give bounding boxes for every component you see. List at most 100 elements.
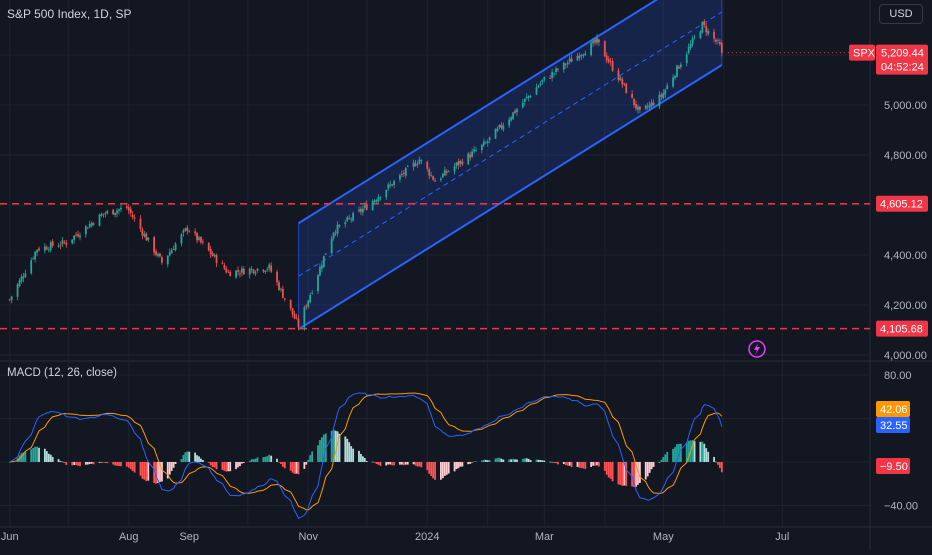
macd-histogram-bar — [691, 440, 694, 462]
macd-histogram-bar — [693, 441, 696, 462]
macd-histogram-bar — [412, 461, 415, 465]
macd-histogram-bar — [297, 461, 300, 475]
macd-histogram-bar — [598, 461, 600, 467]
macd-histogram-bar — [580, 461, 583, 469]
candle-body — [75, 234, 77, 236]
time-axis-tick-label: 2024 — [415, 531, 439, 543]
currency-button[interactable]: USD — [879, 4, 923, 24]
candle-body — [363, 205, 366, 208]
macd-histogram-bar — [348, 442, 351, 462]
macd-indicator-title[interactable]: MACD (12, 26, close) — [7, 367, 117, 379]
candle-body — [482, 141, 485, 146]
macd-histogram-bar — [194, 452, 196, 462]
candle-body — [250, 268, 253, 271]
macd-histogram-bar — [338, 433, 341, 462]
candle-body — [377, 197, 380, 202]
candle-body — [49, 242, 52, 251]
candle-body — [127, 207, 130, 211]
candle-body — [133, 217, 136, 219]
candle-body — [98, 214, 101, 226]
candle-body — [416, 163, 419, 165]
candle-body — [32, 258, 35, 260]
macd-histogram-bar — [32, 447, 35, 462]
macd-histogram-bar — [715, 461, 717, 463]
macd-histogram-bar — [406, 461, 409, 465]
macd-histogram-bar — [416, 461, 419, 467]
macd-histogram-bar — [36, 446, 38, 462]
macd-histogram-bar — [611, 461, 614, 482]
regression-channel-upper — [297, 0, 659, 225]
candle-body — [666, 85, 669, 89]
macd-histogram-bar — [120, 461, 122, 467]
macd-histogram-bar — [467, 461, 470, 465]
symbol-title[interactable]: S&P 500 Index, 1D, SP — [7, 7, 132, 21]
macd-histogram-value-tag-label: −9.50 — [880, 461, 908, 473]
macd-histogram-bar — [660, 459, 663, 462]
macd-histogram-bar — [717, 461, 719, 465]
macd-histogram-bar — [371, 461, 374, 463]
macd-histogram-bar — [248, 460, 251, 462]
macd-histogram-bar — [161, 461, 163, 482]
candle-body — [701, 21, 704, 33]
macd-histogram-bar — [564, 461, 567, 466]
candle-body — [440, 178, 442, 180]
macd-histogram-bar — [486, 460, 489, 462]
macd-histogram-bar — [278, 461, 280, 463]
candle-body — [145, 233, 148, 241]
macd-histogram-bar — [16, 458, 19, 462]
macd-histogram-bar — [484, 459, 487, 462]
candle-body — [418, 159, 421, 164]
candle-body — [242, 268, 245, 275]
candle-body — [283, 298, 286, 300]
macd-histogram-bar — [512, 458, 514, 462]
macd-histogram-bar — [469, 461, 472, 464]
macd-histogram-bar — [420, 461, 423, 468]
macd-histogram-bar — [34, 446, 37, 462]
candle-body — [379, 197, 382, 199]
candle-body — [36, 249, 38, 253]
macd-histogram-bar — [578, 461, 581, 468]
candle-body — [551, 72, 554, 79]
candle-body — [598, 39, 600, 43]
macd-histogram-bar — [116, 461, 118, 466]
symbol-tag — [849, 44, 875, 61]
candle-body — [498, 125, 501, 128]
macd-histogram-bar — [648, 461, 651, 473]
macd-histogram-bar — [590, 461, 593, 467]
macd-histogram-bar — [153, 461, 156, 483]
macd-histogram-bar — [47, 453, 50, 462]
candle-body — [221, 262, 224, 264]
candle-body — [291, 308, 294, 315]
macd-histogram-bar — [75, 461, 77, 466]
candle-body — [209, 249, 212, 255]
candle-body — [276, 271, 278, 283]
candle-body — [30, 260, 33, 274]
macd-histogram-bar — [678, 443, 680, 462]
macd-histogram-bar — [92, 461, 95, 465]
candle-body — [338, 225, 341, 227]
candle-body — [467, 153, 470, 165]
candle-body — [10, 296, 13, 300]
macd-histogram-bar — [385, 461, 388, 466]
macd-histogram-bar — [605, 461, 608, 475]
candle-body — [402, 173, 405, 174]
candle-body — [557, 69, 559, 71]
macd-histogram-bar — [237, 461, 239, 468]
candle-body — [516, 109, 518, 113]
candle-body — [278, 282, 280, 290]
candle-body — [361, 208, 364, 213]
candle-body — [20, 276, 23, 282]
macd-histogram-bar — [104, 461, 107, 463]
candle-body — [459, 160, 462, 164]
candle-body — [387, 184, 390, 189]
candle-body — [611, 61, 614, 71]
candle-body — [689, 44, 692, 49]
candle-body — [168, 252, 171, 256]
candle-body — [332, 232, 335, 239]
candle-body — [303, 307, 306, 328]
macd-histogram-bar — [200, 458, 202, 462]
macd-histogram-bar — [43, 448, 46, 462]
macd-histogram-bar — [402, 461, 405, 466]
